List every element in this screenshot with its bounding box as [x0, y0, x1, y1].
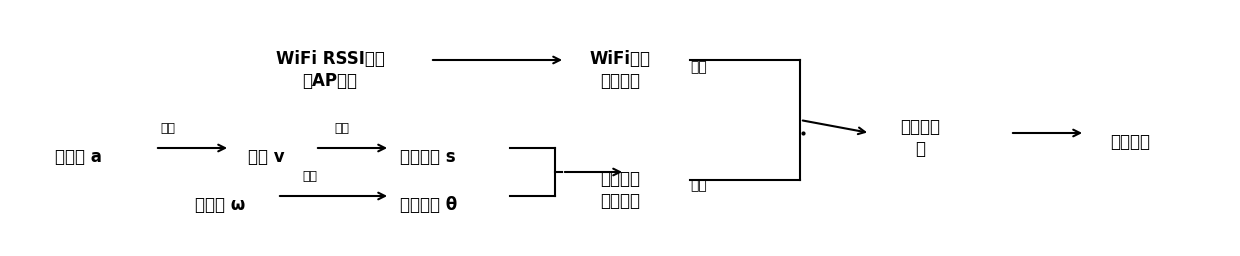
Text: 速度 v: 速度 v	[248, 148, 285, 166]
Text: 空间图谱: 空间图谱	[600, 72, 640, 90]
Text: 空间图谱: 空间图谱	[600, 192, 640, 210]
Text: 匹配: 匹配	[689, 178, 707, 192]
Text: 角速度 ω: 角速度 ω	[195, 196, 246, 214]
Text: 及AP坐标: 及AP坐标	[303, 72, 357, 90]
Text: 运动方向 θ: 运动方向 θ	[401, 196, 458, 214]
Text: 载体位置: 载体位置	[1110, 133, 1149, 151]
Text: 积分: 积分	[160, 122, 176, 135]
Text: WiFi RSSI数据: WiFi RSSI数据	[275, 50, 384, 68]
Text: 匹配: 匹配	[689, 60, 707, 74]
Text: WiFi指纹: WiFi指纹	[589, 50, 651, 68]
Text: 加速度 a: 加速度 a	[55, 148, 102, 166]
Text: 法: 法	[915, 140, 925, 158]
Text: 积分: 积分	[303, 170, 317, 183]
Text: 运动距离 s: 运动距离 s	[401, 148, 455, 166]
Text: 惯性导航: 惯性导航	[600, 170, 640, 188]
Text: 积分: 积分	[335, 122, 350, 135]
Text: 决策树算: 决策树算	[900, 118, 940, 136]
